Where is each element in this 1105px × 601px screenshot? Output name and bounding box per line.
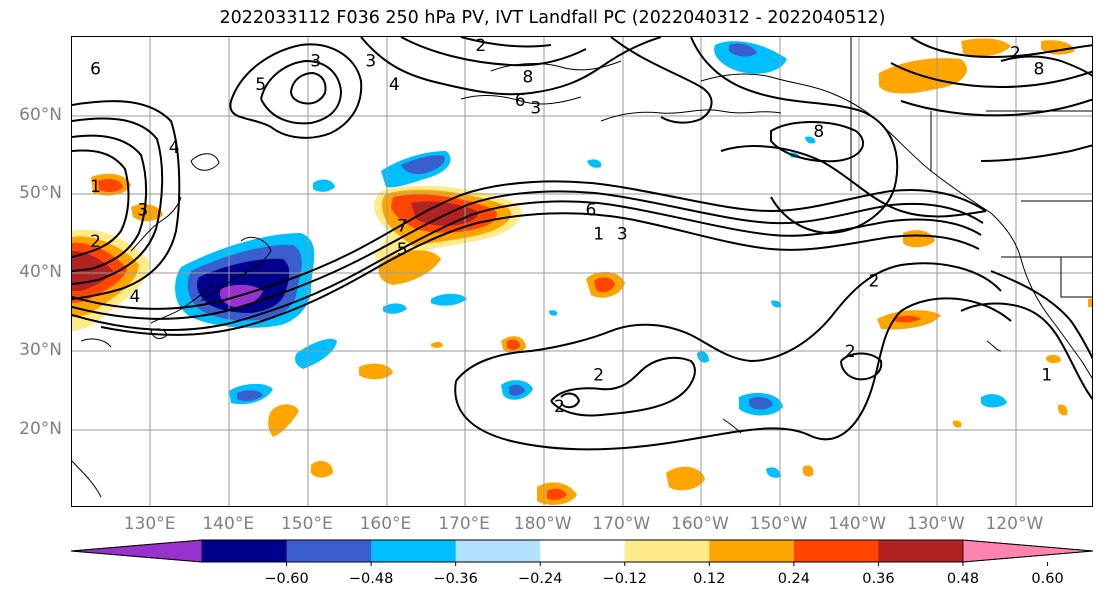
colorbar-swatch	[793, 540, 879, 562]
contour-label: 6	[515, 91, 526, 111]
colorbar-swatch	[371, 540, 457, 562]
ivt-contours	[72, 37, 1092, 451]
contour-label: 1	[1041, 366, 1052, 386]
colorbar-extend-max	[962, 539, 1094, 563]
lat-label: 40°N	[19, 261, 62, 282]
contour-label: 3	[310, 52, 321, 72]
contour-label: 3	[365, 52, 376, 72]
colorbar-outline	[70, 539, 1094, 563]
contour-label: 2	[593, 366, 604, 386]
colorbar-tick-label: 0.36	[862, 571, 895, 587]
lon-label: 130°W	[906, 514, 965, 534]
map-title: 2022033112 F036 250 hPa PV, IVT Landfall…	[219, 8, 886, 28]
colorbar-tick-label: −0.36	[433, 571, 478, 587]
lon-label: 140°W	[828, 514, 887, 534]
contour-label: 2	[868, 271, 879, 291]
lon-label: 150°W	[749, 514, 808, 534]
contour-label: 3	[137, 201, 148, 221]
lon-label: 170°E	[438, 514, 490, 534]
colorbar-swatch	[878, 540, 964, 562]
colorbar-tick-label: −0.60	[264, 571, 309, 587]
colorbar-tick-label: 0.12	[693, 571, 726, 587]
colorbar-tick-label: −0.24	[518, 571, 563, 587]
colorbar-tick-label: −0.48	[348, 571, 394, 587]
colorbar-swatch	[540, 540, 626, 562]
colorbar-tick-label: 0.48	[946, 571, 980, 587]
colorbar-swatch	[624, 540, 710, 562]
lat-label: 30°N	[19, 340, 62, 360]
contour-label: 4	[389, 75, 400, 95]
colorbar-swatch	[455, 540, 541, 562]
contour-label: 4	[169, 138, 180, 158]
colorbar-swatch	[709, 540, 795, 562]
colorbar-extend-min	[70, 539, 203, 563]
contour-label: 1	[90, 177, 101, 197]
lon-label: 170°W	[592, 514, 651, 534]
lon-label: 160°W	[671, 514, 729, 534]
contour-label: 3	[530, 99, 541, 119]
colorbar-tick-label: 0.24	[777, 571, 811, 587]
lon-label: 130°E	[123, 514, 176, 534]
lon-label: 180°W	[513, 514, 572, 534]
contour-label: 2	[1010, 44, 1021, 64]
lat-label: 60°N	[19, 104, 62, 125]
pv-negative-anomalies	[175, 41, 1007, 478]
lat-label: 20°N	[19, 418, 62, 439]
colorbar-swatch	[286, 540, 372, 562]
contour-label: 6	[90, 59, 101, 79]
contour-label: 2	[90, 232, 101, 252]
contour-label: 4	[129, 287, 140, 307]
graticule	[72, 37, 1092, 506]
lon-label: 160°E	[359, 514, 412, 534]
contour-label: 8	[523, 67, 534, 87]
contour-label: 8	[1034, 59, 1045, 79]
contour-label: 7	[397, 216, 408, 236]
colorbar-tick-label: 0.60	[1031, 571, 1064, 587]
lon-label: 150°E	[280, 514, 333, 534]
contour-label: 8	[813, 122, 824, 142]
colorbar-swatch	[202, 540, 288, 562]
contour-label: 5	[255, 75, 266, 95]
contour-label: 2	[554, 397, 565, 417]
contour-label: 2	[845, 342, 856, 362]
lat-label: 50°N	[19, 183, 62, 203]
contour-label: 3	[617, 224, 628, 244]
contour-label: 6	[585, 201, 596, 221]
contour-label: 5	[397, 240, 408, 260]
contour-label: 2	[475, 37, 486, 56]
lon-label: 120°W	[985, 514, 1044, 534]
contour-label: 1	[593, 224, 604, 244]
pv-positive-anomalies	[72, 38, 1092, 505]
colorbar-tick-label: −0.12	[602, 571, 647, 587]
lon-label: 140°E	[202, 514, 255, 534]
